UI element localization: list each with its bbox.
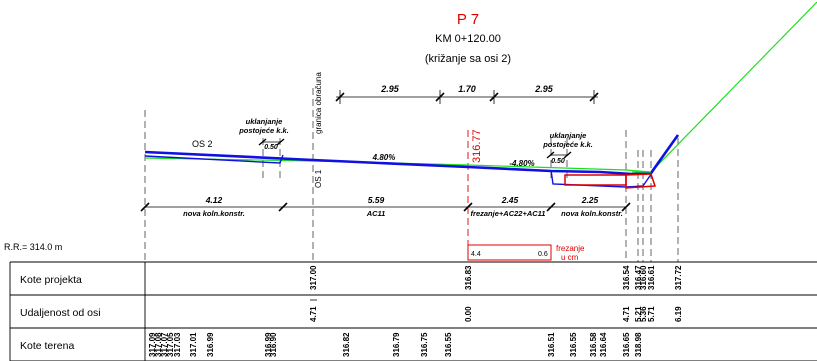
terrain-elevation-value: 316.55 bbox=[444, 332, 453, 357]
removal-right-line2: postojeće k.k. bbox=[542, 140, 593, 149]
dim-bottom-2-value: 5.59 bbox=[368, 195, 385, 205]
terrain-elevation-value: 317.08 bbox=[154, 332, 163, 357]
dim-bottom-1-desc: nova koln.konstr. bbox=[183, 209, 245, 218]
row-label-design-elev: Kote projekta bbox=[20, 274, 82, 286]
terrain-elevation-value: 316.90 bbox=[269, 332, 278, 357]
dim-bottom-2-desc: AC11 bbox=[366, 209, 386, 218]
row-label-offset: Udaljenost od osi bbox=[20, 307, 101, 319]
milling-depth-right: 0.6 bbox=[538, 251, 548, 258]
design-elevation-value: 316.83 bbox=[464, 265, 473, 290]
terrain-elevation-value: 318.98 bbox=[634, 332, 643, 357]
axis-os1-label: OS 1 bbox=[314, 169, 323, 188]
terrain-elevation-value: 317.01 bbox=[189, 332, 198, 357]
dim-bottom-3-desc: frezanje+AC22+AC11 bbox=[471, 209, 546, 218]
terrain-elevation-value: 317.09 bbox=[148, 332, 157, 357]
terrain-elevation-value: 317.03 bbox=[173, 332, 182, 357]
offset-value: 5.21 bbox=[634, 306, 643, 322]
dim-bottom-4-desc: nova koln.konstr. bbox=[561, 209, 623, 218]
profile-title: P 7 bbox=[457, 11, 479, 28]
terrain-elevation-value: 317.07 bbox=[160, 332, 169, 357]
terrain-elevation-value: 316.55 bbox=[569, 332, 578, 357]
crossing-note: (križanje sa osi 2) bbox=[425, 53, 511, 65]
milling-area bbox=[564, 174, 627, 186]
dim-bottom-4-value: 2.25 bbox=[581, 195, 599, 205]
milling-depth-left: 4.4 bbox=[471, 251, 481, 258]
reference-level: R.R.= 314.0 m bbox=[4, 242, 62, 252]
terrain-elevation-value: 316.58 bbox=[589, 332, 598, 357]
design-elevation-value: 317.72 bbox=[674, 265, 683, 290]
milling-note-2: u cm bbox=[561, 253, 579, 262]
elevation-label: 316.77 bbox=[471, 129, 483, 163]
terrain-elevation-value: 316.65 bbox=[622, 332, 631, 357]
row-label-terrain-elev: Kote terena bbox=[20, 340, 74, 352]
station-label: KM 0+120.00 bbox=[435, 33, 501, 45]
design-elevation-value: 317.00 bbox=[309, 265, 318, 290]
terrain-line bbox=[144, 1, 817, 173]
terrain-elevation-value: 316.99 bbox=[206, 332, 215, 357]
dim-bottom-3-value: 2.45 bbox=[501, 195, 519, 205]
data-table bbox=[9, 261, 817, 361]
terrain-elevation-value: 317.05 bbox=[166, 332, 175, 357]
design-elevation-value: 316.54 bbox=[622, 265, 631, 290]
terrain-elevation-value: 316.64 bbox=[599, 332, 608, 357]
axis-os2-label: OS 2 bbox=[192, 139, 213, 149]
billing-boundary-label: granica obračuna bbox=[314, 72, 323, 134]
design-elevation-value: 316.60 bbox=[639, 265, 648, 290]
removal-left-width: 0.50 bbox=[264, 144, 278, 151]
offset-value: 5.36 bbox=[639, 306, 648, 322]
design-elevation-value: 316.61 bbox=[647, 265, 656, 290]
removal-right-width: 0.50 bbox=[551, 158, 565, 165]
removal-left-line2: postojeće k.k. bbox=[238, 126, 289, 135]
slope-right: -4.80% bbox=[509, 159, 534, 168]
milling-legend-box bbox=[467, 244, 552, 261]
bottom-dimension-line bbox=[140, 202, 631, 212]
offset-value: 5.71 bbox=[647, 306, 656, 322]
milling-note-1: frezanje bbox=[556, 244, 585, 253]
offset-values: 4.71 0.00 4.71 5.215.36 5.71 6.19 bbox=[309, 299, 683, 322]
slope-left: 4.80% bbox=[372, 153, 396, 162]
offset-value: 4.71 bbox=[309, 306, 318, 322]
top-dimension-line bbox=[335, 90, 599, 104]
dim-top-2: 1.70 bbox=[458, 84, 476, 94]
road-surface bbox=[144, 134, 680, 176]
terrain-elevation-value: 316.75 bbox=[420, 332, 429, 357]
offset-value: 0.00 bbox=[464, 306, 473, 322]
road-base-left bbox=[144, 154, 284, 164]
terrain-elevation-value: 316.99 bbox=[264, 332, 273, 357]
offset-value: 4.71 bbox=[622, 306, 631, 322]
dim-top-3: 2.95 bbox=[534, 84, 554, 94]
removal-right-line1: uklanjanje bbox=[550, 131, 587, 140]
dim-bottom-1-value: 4.12 bbox=[205, 195, 223, 205]
offset-value: 6.19 bbox=[674, 306, 683, 322]
dim-top-1: 2.95 bbox=[380, 84, 400, 94]
design-elevation-value: 316.47 bbox=[634, 265, 643, 290]
removal-left-line1: uklanjanje bbox=[246, 117, 283, 126]
terrain-elevation-value: 316.79 bbox=[392, 332, 401, 357]
terrain-elevation-value: 316.51 bbox=[547, 332, 556, 357]
terrain-elevation-value: 316.82 bbox=[342, 332, 351, 357]
milling-area-2 bbox=[625, 173, 657, 189]
